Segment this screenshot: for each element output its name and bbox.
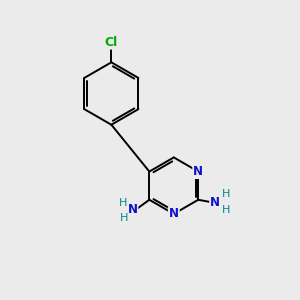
- Text: H: H: [222, 205, 230, 215]
- Text: N: N: [128, 203, 137, 216]
- Text: H: H: [120, 213, 128, 223]
- Text: H: H: [118, 198, 127, 208]
- Text: H: H: [222, 189, 230, 200]
- Text: N: N: [169, 207, 179, 220]
- Text: N: N: [193, 165, 203, 178]
- Text: N: N: [210, 196, 220, 209]
- Text: Cl: Cl: [105, 36, 118, 49]
